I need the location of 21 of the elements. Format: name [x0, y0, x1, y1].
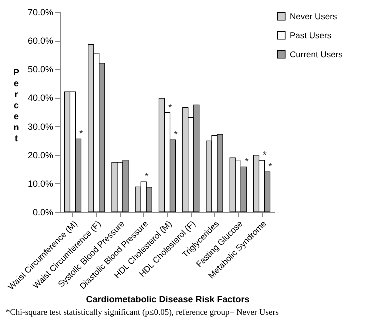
annotation: * — [263, 150, 268, 162]
y-tick-label: 10.0% — [28, 178, 54, 189]
y-tick-label: 40.0% — [28, 93, 54, 104]
y-axis-title: Percent — [13, 68, 20, 144]
y-tick-label: 20.0% — [28, 150, 54, 160]
annotation: * — [168, 102, 173, 114]
y-tick-label: 0.0% — [32, 208, 54, 218]
legend-label: Current Users — [290, 50, 343, 60]
annotation: * — [80, 129, 84, 140]
y-tick-label: 30.0% — [28, 122, 54, 132]
y-tick-label: 50.0% — [28, 64, 54, 75]
annotation: * — [268, 162, 273, 173]
text: *Chi-square test statistically significant (p≤0.05), reference group= Never Users — [6, 307, 279, 317]
x-axis-title: Cardiometabolic Disease Risk Factors — [86, 294, 250, 305]
annotation: * — [174, 130, 178, 141]
legend-label: Past Users — [290, 30, 332, 40]
y-tick-label: 70.0% — [28, 8, 54, 18]
y-tick-label: 60.0% — [28, 36, 54, 46]
annotation: * — [144, 172, 149, 183]
annotation: * — [244, 157, 249, 168]
legend-label: Never Users — [290, 12, 338, 22]
